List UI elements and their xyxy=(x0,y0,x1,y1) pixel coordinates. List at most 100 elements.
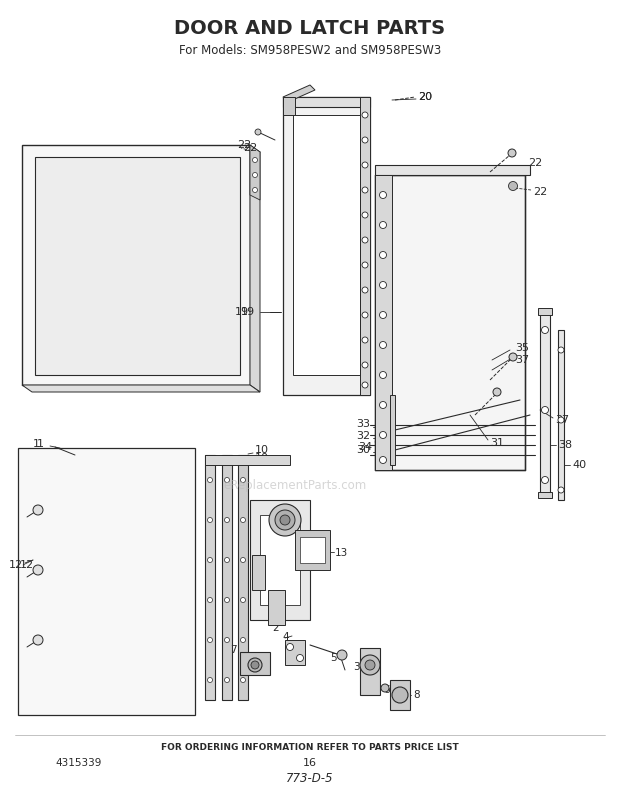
Circle shape xyxy=(362,137,368,143)
Polygon shape xyxy=(238,455,248,700)
Text: 34: 34 xyxy=(358,442,372,452)
Text: For Models: SM958PESW2 and SM958PESW3: For Models: SM958PESW2 and SM958PESW3 xyxy=(179,43,441,57)
Circle shape xyxy=(269,504,301,536)
Text: 1: 1 xyxy=(33,439,40,449)
Polygon shape xyxy=(283,97,295,115)
Circle shape xyxy=(241,638,246,642)
Circle shape xyxy=(362,312,368,318)
Text: 22: 22 xyxy=(237,140,251,150)
Circle shape xyxy=(33,565,43,575)
Text: 5: 5 xyxy=(330,653,337,663)
Circle shape xyxy=(252,172,257,178)
Circle shape xyxy=(508,182,518,190)
Polygon shape xyxy=(205,455,290,465)
Circle shape xyxy=(392,687,408,703)
Circle shape xyxy=(208,678,213,683)
Polygon shape xyxy=(18,448,195,715)
Circle shape xyxy=(362,162,368,168)
Circle shape xyxy=(379,431,386,438)
Text: 22: 22 xyxy=(243,143,257,153)
Polygon shape xyxy=(295,530,330,570)
Text: 12: 12 xyxy=(20,560,34,570)
Text: 37: 37 xyxy=(515,355,529,365)
Polygon shape xyxy=(375,175,392,470)
Text: 11: 11 xyxy=(281,505,294,515)
Text: 20: 20 xyxy=(418,92,432,102)
Circle shape xyxy=(296,654,304,661)
Circle shape xyxy=(558,347,564,353)
Circle shape xyxy=(241,597,246,603)
Text: 16: 16 xyxy=(303,758,317,768)
Polygon shape xyxy=(538,308,552,315)
Circle shape xyxy=(362,287,368,293)
Text: 12: 12 xyxy=(9,560,23,570)
Circle shape xyxy=(252,187,257,193)
Circle shape xyxy=(208,638,213,642)
Circle shape xyxy=(241,558,246,562)
Circle shape xyxy=(508,149,516,157)
Circle shape xyxy=(558,417,564,423)
Circle shape xyxy=(379,401,386,408)
Circle shape xyxy=(365,660,375,670)
Circle shape xyxy=(224,638,229,642)
Polygon shape xyxy=(252,555,265,590)
Circle shape xyxy=(379,251,386,258)
Text: 20: 20 xyxy=(418,92,432,102)
Polygon shape xyxy=(250,145,260,392)
Text: 773-D-5: 773-D-5 xyxy=(286,772,334,784)
Circle shape xyxy=(241,678,246,683)
Circle shape xyxy=(541,407,549,413)
Text: 2: 2 xyxy=(272,623,278,633)
Polygon shape xyxy=(222,455,232,700)
Circle shape xyxy=(362,382,368,388)
Text: 19: 19 xyxy=(235,307,249,317)
Circle shape xyxy=(379,221,386,228)
Text: 35: 35 xyxy=(515,343,529,353)
Text: DOOR AND LATCH PARTS: DOOR AND LATCH PARTS xyxy=(174,18,446,37)
Polygon shape xyxy=(285,640,305,665)
Circle shape xyxy=(33,505,43,515)
Circle shape xyxy=(241,477,246,483)
Text: 10: 10 xyxy=(255,445,269,455)
Text: FOR ORDERING INFORMATION REFER TO PARTS PRICE LIST: FOR ORDERING INFORMATION REFER TO PARTS … xyxy=(161,743,459,753)
Circle shape xyxy=(248,658,262,672)
Circle shape xyxy=(379,191,386,198)
Circle shape xyxy=(33,635,43,645)
Text: 6: 6 xyxy=(383,685,390,695)
Text: 9: 9 xyxy=(251,553,258,563)
Circle shape xyxy=(362,187,368,193)
Text: 38: 38 xyxy=(558,440,572,450)
Text: 37: 37 xyxy=(555,415,569,425)
Circle shape xyxy=(208,597,213,603)
Circle shape xyxy=(379,341,386,348)
Text: 13: 13 xyxy=(335,548,348,558)
Text: 31: 31 xyxy=(490,438,504,448)
Polygon shape xyxy=(250,500,310,620)
Polygon shape xyxy=(558,330,564,500)
Circle shape xyxy=(208,477,213,483)
Text: 4: 4 xyxy=(282,632,289,642)
Circle shape xyxy=(224,517,229,522)
Circle shape xyxy=(493,388,501,396)
Polygon shape xyxy=(390,680,410,710)
Text: 4315339: 4315339 xyxy=(55,758,102,768)
Circle shape xyxy=(224,678,229,683)
Circle shape xyxy=(337,650,347,660)
Polygon shape xyxy=(360,648,380,695)
Polygon shape xyxy=(390,395,395,465)
Circle shape xyxy=(255,129,261,135)
Polygon shape xyxy=(268,590,285,625)
Polygon shape xyxy=(250,145,260,200)
Circle shape xyxy=(241,517,246,522)
Polygon shape xyxy=(375,175,525,470)
Circle shape xyxy=(252,157,257,163)
Text: 40: 40 xyxy=(572,460,586,470)
Circle shape xyxy=(362,262,368,268)
Circle shape xyxy=(280,515,290,525)
Polygon shape xyxy=(300,537,325,563)
Circle shape xyxy=(208,517,213,522)
Circle shape xyxy=(541,326,549,333)
Text: 7: 7 xyxy=(231,645,237,655)
Circle shape xyxy=(379,281,386,288)
Polygon shape xyxy=(538,492,552,498)
